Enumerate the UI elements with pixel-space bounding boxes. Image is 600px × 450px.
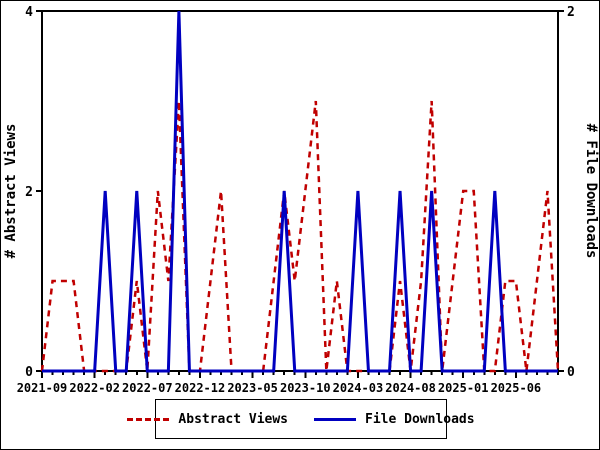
legend-item-abstract-views: Abstract Views bbox=[127, 412, 288, 427]
svg-text:2022-02: 2022-02 bbox=[69, 381, 120, 395]
legend: Abstract Views File Downloads bbox=[127, 399, 475, 439]
left-axis-tick-labels: 0 2 4 bbox=[25, 5, 33, 380]
svg-text:2: 2 bbox=[567, 5, 575, 20]
right-axis-title: # File Downloads bbox=[583, 124, 599, 259]
plot-area-border bbox=[41, 10, 559, 372]
right-axis-ticks bbox=[558, 10, 564, 372]
legend-item-file-downloads: File Downloads bbox=[314, 412, 475, 427]
abstract-views-line bbox=[40, 100, 560, 373]
svg-text:2: 2 bbox=[25, 185, 33, 200]
svg-text:2024-03: 2024-03 bbox=[333, 381, 384, 395]
svg-text:2023-10: 2023-10 bbox=[280, 381, 331, 395]
file-downloads-line bbox=[42, 10, 558, 373]
x-axis-tick-labels: 2021-09 2022-02 2022-07 2022-12 2023-05 2023-… bbox=[17, 381, 541, 395]
left-axis-title: # Abstract Views bbox=[3, 124, 19, 259]
left-axis-ticks bbox=[36, 10, 42, 372]
file-downloads-line-swatch bbox=[314, 417, 356, 421]
svg-text:2022-12: 2022-12 bbox=[175, 381, 226, 395]
svg-text:0: 0 bbox=[25, 365, 33, 380]
svg-text:2025-06: 2025-06 bbox=[491, 381, 542, 395]
legend-label-abstract-views: Abstract Views bbox=[178, 411, 288, 427]
svg-text:0: 0 bbox=[567, 365, 575, 380]
svg-text:2024-08: 2024-08 bbox=[385, 381, 436, 395]
abstract-views-line-swatch bbox=[127, 417, 170, 421]
right-axis-tick-labels: 02 bbox=[567, 5, 575, 380]
svg-text:2025-01: 2025-01 bbox=[438, 381, 489, 395]
svg-text:2021-09: 2021-09 bbox=[17, 381, 68, 395]
series-lines bbox=[40, 10, 560, 373]
svg-text:2023-05: 2023-05 bbox=[227, 381, 278, 395]
legend-label-file-downloads: File Downloads bbox=[365, 411, 475, 427]
svg-text:4: 4 bbox=[25, 5, 33, 20]
svg-text:2022-07: 2022-07 bbox=[122, 381, 173, 395]
